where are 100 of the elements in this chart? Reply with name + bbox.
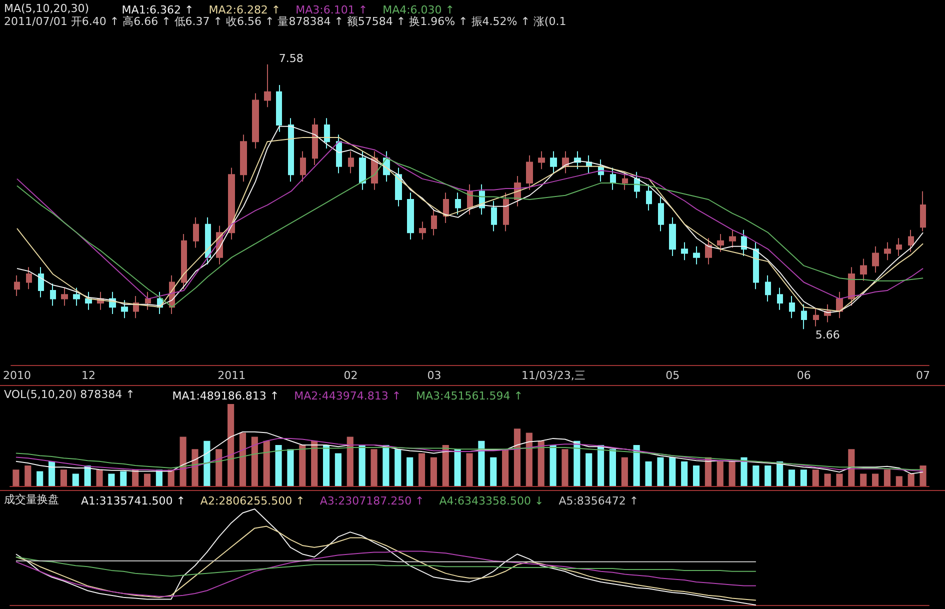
bar — [562, 449, 568, 486]
candlestick — [753, 242, 759, 290]
text: MA3:6.101 ↑ — [296, 4, 368, 16]
bar — [382, 445, 390, 486]
candlestick — [622, 171, 628, 190]
text: MA1:489186.813 ↑ — [172, 390, 280, 402]
candlestick — [431, 208, 437, 236]
candlestick — [765, 274, 771, 302]
bar — [692, 466, 700, 486]
x-tick-label: 07 — [916, 369, 930, 382]
text: A2:2806255.500 ↑ — [200, 494, 305, 508]
text: MA2:6.282 ↑ — [208, 4, 281, 16]
bar — [490, 457, 497, 486]
bar — [370, 449, 378, 486]
candlestick — [717, 233, 724, 252]
bar — [192, 449, 198, 486]
candlestick — [908, 229, 914, 252]
candlestick — [848, 266, 855, 306]
candlestick — [312, 118, 318, 166]
candlestick — [789, 296, 795, 319]
bar — [514, 428, 521, 486]
candlestick — [836, 291, 843, 319]
bar — [299, 445, 306, 486]
bar — [96, 470, 103, 486]
bar — [36, 471, 44, 486]
bar — [574, 440, 580, 486]
candlestick — [50, 283, 56, 306]
x-tick-label: 02 — [344, 369, 358, 382]
bar — [251, 436, 258, 486]
bar — [896, 476, 902, 486]
bar — [764, 466, 772, 486]
chart-subtitle: 2011/07/01 开6.40 ↑ 高6.66 ↑ 低6.37 ↑ 收6.56 ↑ 量878384 ↑ 额57584 ↑ 换1.96% ↑ 振4.52% ↑ 涨(0.1 — [4, 15, 566, 28]
candlestick — [526, 154, 533, 190]
chart-title: MA(5,10,20,30) — [4, 2, 90, 15]
candlestick — [61, 287, 68, 306]
bar — [430, 457, 437, 486]
bar — [908, 474, 914, 486]
bar — [716, 461, 724, 486]
bar — [442, 445, 449, 486]
bar — [72, 474, 79, 486]
candlestick — [419, 221, 426, 240]
candlestick — [610, 167, 616, 190]
bar — [884, 470, 891, 486]
bar — [60, 470, 67, 486]
text: A1:3135741.500 ↑ — [81, 494, 186, 508]
bar — [740, 457, 748, 486]
bar — [322, 445, 330, 486]
bar — [144, 474, 151, 486]
candlestick — [359, 150, 366, 190]
bar — [836, 474, 843, 486]
candlestick — [884, 242, 891, 261]
bar — [800, 470, 807, 486]
x-tick-label: 06 — [796, 369, 811, 382]
candlestick — [669, 216, 676, 257]
text: MA3:451561.594 ↑ — [416, 390, 523, 402]
candlestick — [646, 184, 652, 212]
bar — [358, 445, 366, 486]
candlestick — [336, 134, 342, 174]
candlestick — [705, 238, 712, 265]
x-tick-label: 12 — [82, 369, 96, 382]
candlestick — [896, 238, 902, 257]
bar — [669, 457, 676, 486]
candlestick — [407, 192, 414, 240]
x-tick-label: 05 — [666, 369, 680, 382]
candlestick — [181, 233, 187, 290]
bar — [12, 470, 20, 486]
bar — [406, 457, 414, 486]
candlestick — [920, 190, 926, 232]
bar — [848, 449, 855, 486]
annotation: 7.58 — [278, 52, 304, 65]
bar — [550, 445, 556, 486]
candlestick — [228, 167, 235, 240]
candlestick — [741, 229, 747, 257]
bar — [824, 474, 831, 486]
candlestick — [395, 167, 402, 207]
bar — [860, 474, 867, 486]
bar — [526, 432, 532, 486]
bar — [24, 466, 32, 486]
x-tick-label: 03 — [427, 369, 442, 382]
bar — [466, 453, 473, 486]
text: A4:6343358.500 ↓ — [439, 494, 544, 508]
candlestick — [38, 266, 44, 298]
candlestick — [503, 192, 509, 232]
bar — [108, 474, 115, 486]
text: A5:8356472 ↑ — [558, 494, 639, 508]
candlestick — [121, 300, 128, 319]
candlestick — [658, 196, 664, 232]
bar — [621, 457, 628, 486]
bar — [180, 436, 186, 486]
chart-title: 成交量换盘 — [4, 493, 59, 506]
chart-title: VOL(5,10,20) 878384 ↑ — [4, 388, 135, 401]
candlestick — [193, 216, 199, 248]
bar — [239, 432, 246, 486]
bar — [478, 440, 485, 486]
bar — [538, 440, 544, 486]
bar — [657, 457, 664, 486]
bar — [120, 471, 127, 486]
candlestick — [85, 291, 92, 310]
candlestick — [276, 84, 282, 132]
candlestick — [491, 200, 497, 232]
